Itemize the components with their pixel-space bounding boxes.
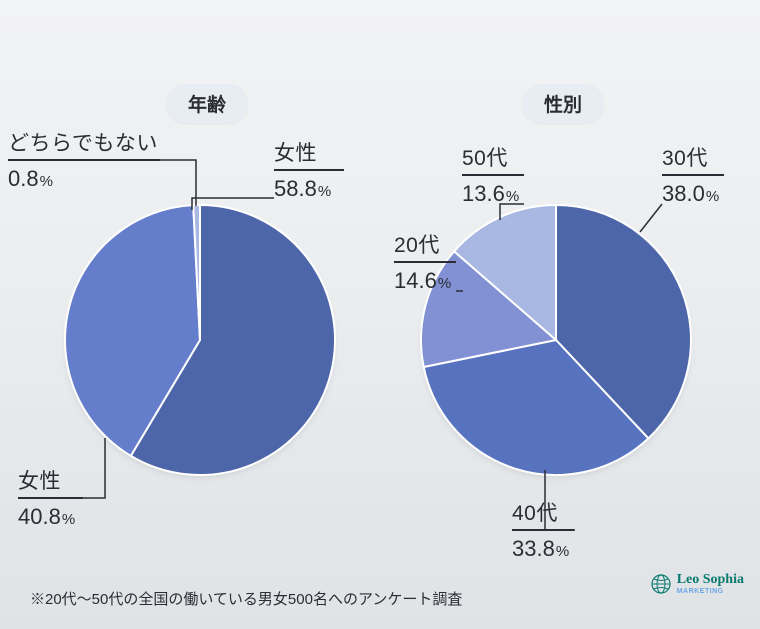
leader-line	[640, 204, 662, 232]
pie-slice	[131, 205, 335, 475]
leader-lines	[83, 160, 662, 530]
logo-text: Leo Sophia MARKETING	[677, 573, 744, 595]
label-underline	[662, 174, 724, 176]
leader-line	[192, 198, 274, 210]
slice-label-pct: 0.8%	[8, 164, 158, 194]
pie-chart-left	[65, 205, 335, 476]
slice-label: どちらでもない 0.8%	[8, 130, 158, 194]
logo-line1: Leo Sophia	[677, 573, 744, 587]
pie-slice	[65, 205, 200, 456]
brand-logo: Leo Sophia MARKETING	[650, 573, 744, 595]
slice-label-name: 40代	[512, 500, 569, 528]
label-underline	[394, 261, 456, 263]
logo-line2: MARKETING	[677, 588, 744, 595]
slice-label-pct: 40.8%	[18, 502, 75, 532]
slice-label-name: 20代	[394, 232, 451, 260]
slice-label: 40代 33.8%	[512, 500, 569, 564]
slice-label-name: 女性	[274, 140, 331, 168]
chart-title-right: 性別	[522, 84, 604, 123]
footnote-text: ※20代〜50代の全国の働いている男女500名へのアンケート調査	[30, 588, 462, 609]
leader-line	[160, 160, 196, 206]
label-underline	[18, 497, 83, 499]
leader-line	[83, 438, 105, 498]
slice-label-name: どちらでもない	[8, 130, 158, 158]
slice-label-pct: 58.8%	[274, 174, 331, 204]
slice-label-pct: 33.8%	[512, 534, 569, 564]
label-underline	[8, 159, 160, 161]
slice-label-name: 女性	[18, 468, 75, 496]
pie-chart-right	[421, 205, 691, 476]
pie-slice	[556, 205, 691, 438]
slice-label-name: 30代	[662, 145, 719, 173]
pie-slice	[454, 205, 556, 340]
label-underline	[462, 174, 524, 176]
slice-label-pct: 38.0%	[662, 179, 719, 209]
pie-slice	[193, 205, 200, 340]
slice-label: 30代 38.0%	[662, 145, 719, 209]
chart-title-left: 年齢	[166, 84, 248, 123]
slice-label: 50代 13.6%	[462, 145, 519, 209]
slice-label: 女性 58.8%	[274, 140, 331, 204]
pie-slice	[424, 340, 649, 475]
label-underline	[512, 529, 574, 531]
slice-label-pct: 14.6%	[394, 266, 451, 296]
slice-label: 女性 40.8%	[18, 468, 75, 532]
slice-label-name: 50代	[462, 145, 519, 173]
slice-label: 20代 14.6%	[394, 232, 451, 296]
svg-layer	[0, 0, 760, 629]
label-underline	[274, 169, 344, 171]
slice-label-pct: 13.6%	[462, 179, 519, 209]
globe-icon	[650, 573, 672, 595]
